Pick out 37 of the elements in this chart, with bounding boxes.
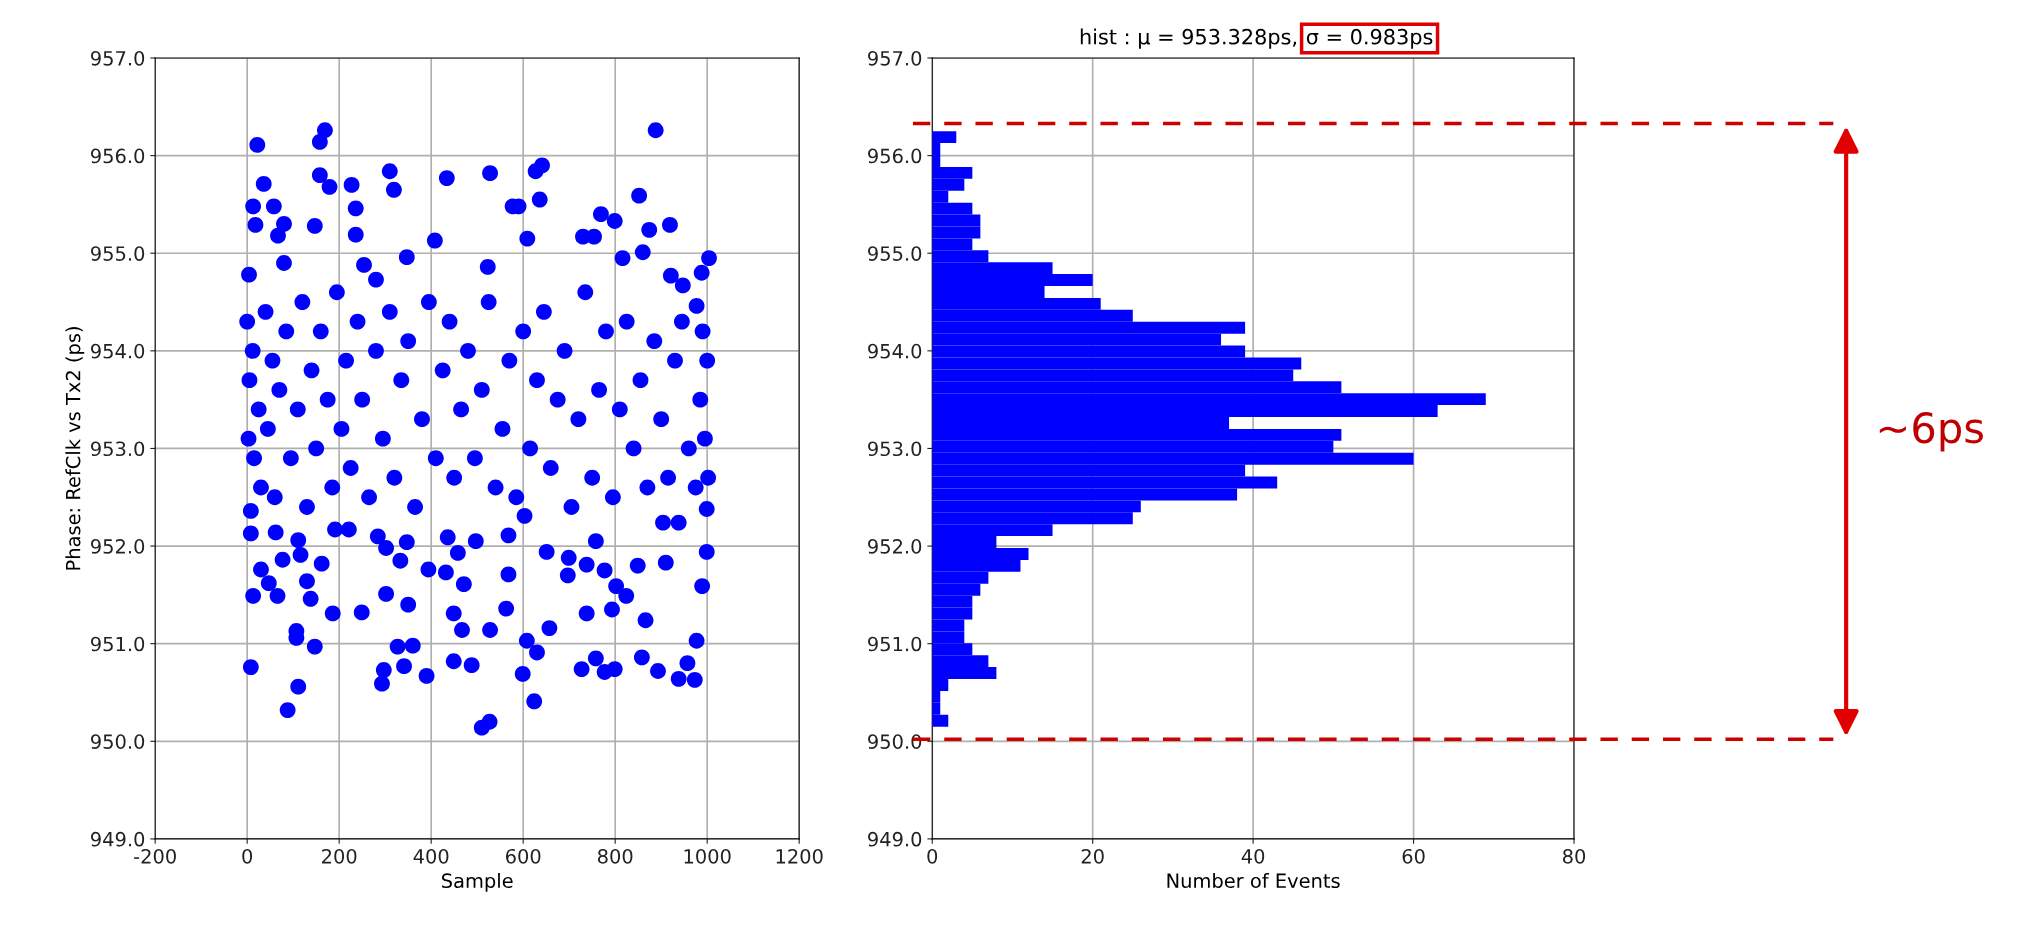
x-tick-label: 20: [1081, 848, 1104, 864]
x-tick-label: 60: [1402, 848, 1425, 864]
x-tick-label: 800: [597, 848, 633, 864]
y-tick-label: 954.0: [868, 343, 922, 359]
x-tick-label: 400: [413, 848, 449, 864]
x-tick-label: 80: [1562, 848, 1586, 864]
y-tick-label: 952.0: [868, 539, 922, 554]
text: ~6ps: [1879, 411, 1983, 452]
y-tick-label: 951.0: [91, 636, 145, 652]
y-tick-label: 957.0: [91, 50, 145, 66]
y-tick-label: 950.0: [91, 734, 145, 749]
x-tick-label: 40: [1241, 848, 1265, 864]
text: σ = 0.983ps: [1306, 28, 1433, 49]
y-tick-label: 953.0: [868, 441, 922, 457]
y-tick-label: 952.0: [91, 539, 145, 554]
y-tick-label: 956.0: [868, 148, 922, 164]
y-tick-label: 953.0: [91, 441, 145, 457]
y-tick-label: 956.0: [91, 148, 145, 164]
y-axis-title: Phase: RefClk vs Tx2 (ps): [65, 327, 85, 570]
y-tick-label: 949.0: [91, 831, 145, 847]
x-tick-label: 200: [322, 848, 357, 864]
x-tick-label: 0: [927, 848, 938, 864]
x-axis-title: Number of Events: [1167, 873, 1340, 889]
x-tick-label: 1000: [684, 848, 731, 864]
y-tick-label: 955.0: [868, 246, 922, 261]
y-tick-label: 955.0: [91, 246, 145, 261]
x-tick-label: 0: [242, 848, 253, 864]
y-tick-label: 954.0: [91, 343, 145, 359]
y-tick-label: 951.0: [868, 636, 922, 652]
x-tick-label: -200: [134, 848, 176, 864]
y-tick-label: 949.0: [868, 831, 922, 847]
y-tick-label: 957.0: [868, 50, 922, 66]
x-tick-label: 1200: [776, 848, 823, 864]
x-tick-label: 600: [505, 848, 541, 864]
y-tick-label: 950.0: [868, 734, 922, 749]
chart-title: hist : μ = 953.328ps,: [1080, 28, 1297, 49]
x-axis-title: Sample: [442, 873, 513, 892]
